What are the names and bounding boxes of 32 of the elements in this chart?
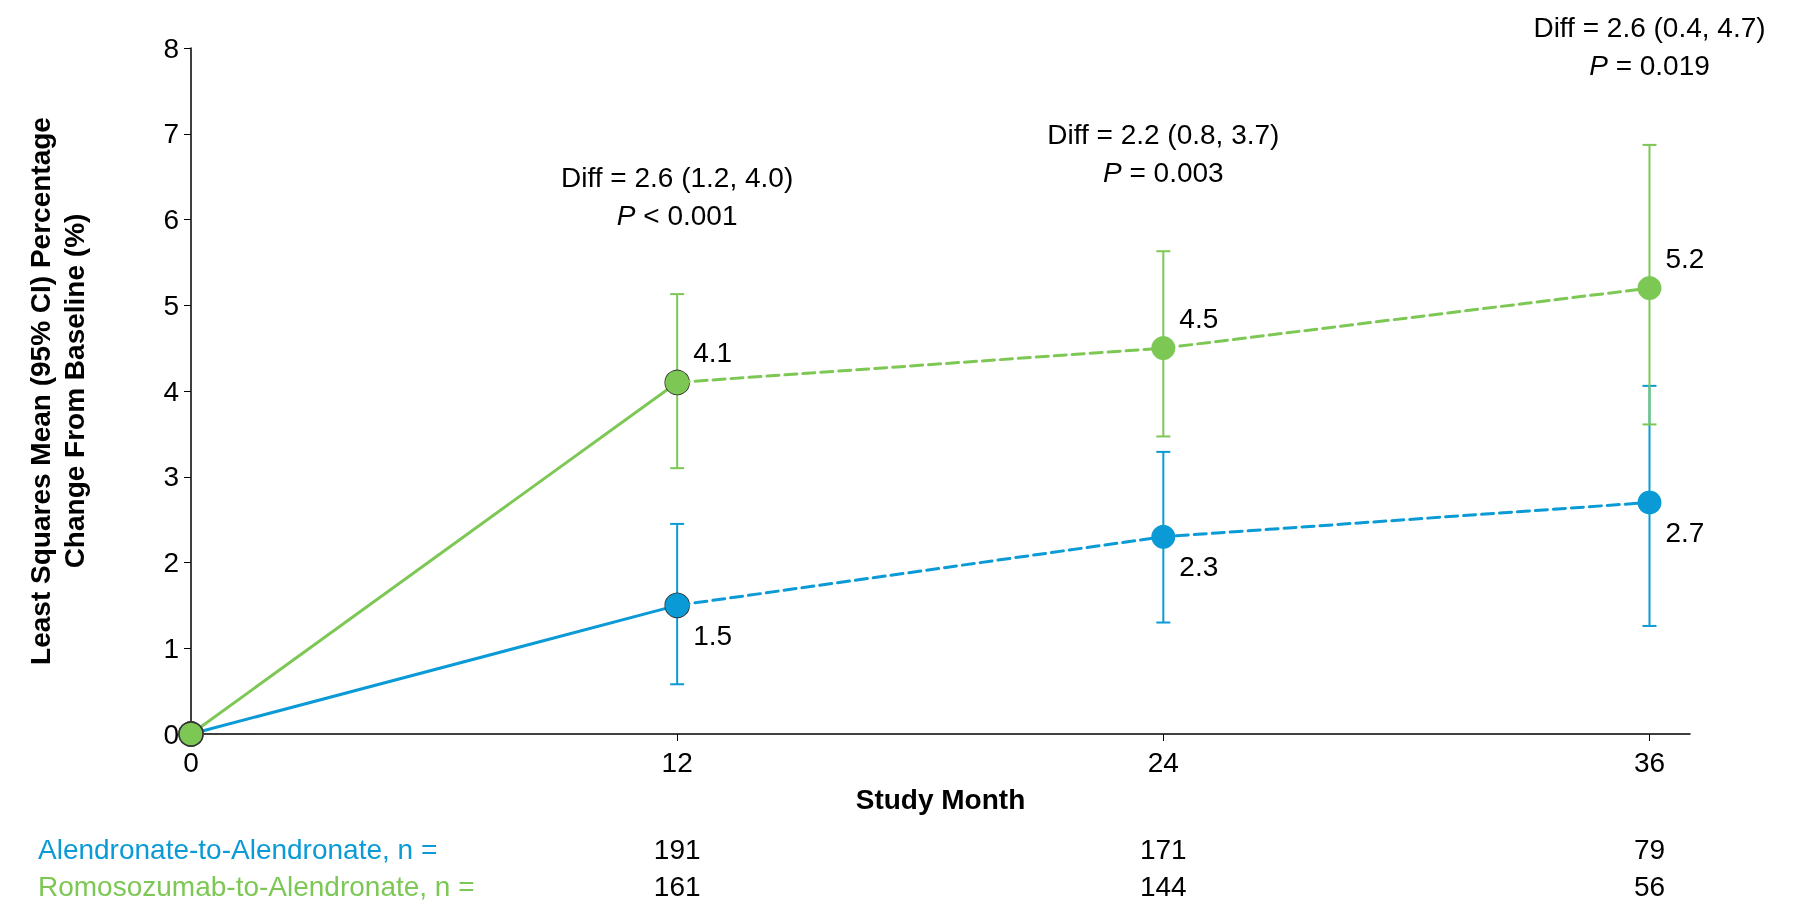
- text: 191: [653, 833, 701, 865]
- x-axis-title: Study Month: [855, 783, 1026, 815]
- y-axis-title: Least Squares Mean (95% CI) Percentage Change From Baseline (%): [24, 117, 90, 665]
- x-tick-label: 12: [661, 746, 693, 778]
- data-label: 4.1: [693, 336, 733, 368]
- data-label: 1.5: [693, 619, 733, 651]
- annotation: Diff = 2.6 (1.2, 4.0) P < 0.001: [561, 161, 794, 231]
- data-label: 4.5: [1179, 302, 1219, 334]
- data-label: 2.3: [1179, 551, 1219, 583]
- y-tick-label: 3: [163, 461, 179, 493]
- y-tick-label: 2: [163, 547, 179, 578]
- data-label: 5.2: [1665, 242, 1705, 274]
- text: 171: [1139, 833, 1187, 865]
- text: 144: [1139, 870, 1187, 902]
- y-tick-label: 6: [163, 204, 179, 235]
- y-tick-label: 4: [163, 375, 179, 407]
- data-label: 2.7: [1665, 516, 1705, 548]
- y-tick-label: 0: [163, 718, 179, 750]
- annotation: Diff = 2.2 (0.8, 3.7) P = 0.003: [1047, 118, 1280, 188]
- text: Romosozumab-to-Alendronate, n =: [38, 870, 475, 902]
- text: 161: [653, 870, 701, 902]
- text: Alendronate-to-Alendronate, n =: [38, 833, 438, 865]
- y-tick-label: 1: [163, 632, 179, 664]
- y-tick-label: 7: [163, 118, 179, 150]
- y-tick-label: 8: [163, 32, 179, 64]
- text: 56: [1633, 870, 1666, 902]
- x-tick-label: 0: [183, 746, 199, 778]
- x-tick-label: 36: [1633, 746, 1666, 778]
- y-tick-label: 5: [163, 289, 179, 321]
- text: 79: [1633, 833, 1666, 865]
- x-tick-label: 24: [1147, 746, 1179, 778]
- annotation: Diff = 2.6 (0.4, 4.7) P = 0.019: [1533, 12, 1766, 82]
